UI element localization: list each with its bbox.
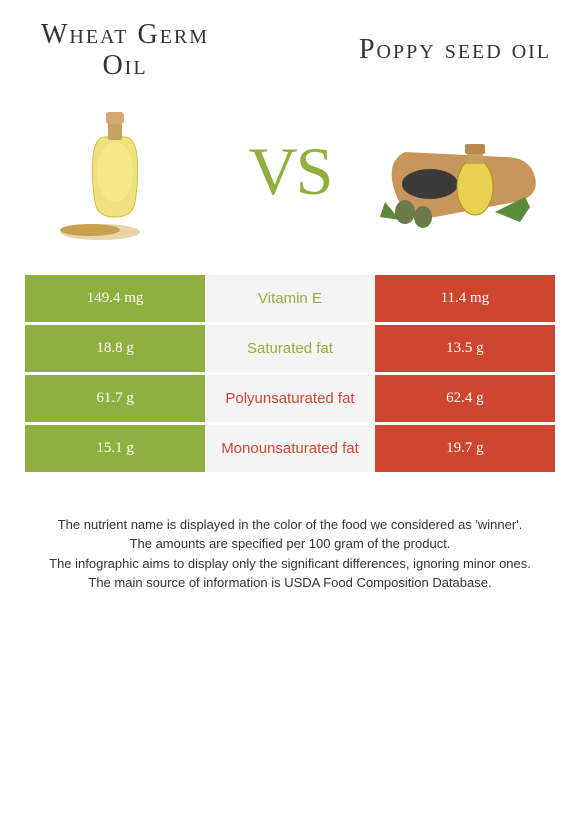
footer-line: The main source of information is USDA F… <box>40 573 540 593</box>
left-value: 18.8 g <box>25 325 205 372</box>
footer-notes: The nutrient name is displayed in the co… <box>25 515 555 593</box>
left-title: Wheat Germ Oil <box>25 20 225 82</box>
nutrient-name: Polyunsaturated fat <box>205 375 375 422</box>
right-value: 13.5 g <box>375 325 555 372</box>
table-row: 149.4 mgVitamin E11.4 mg <box>25 275 555 322</box>
header-row: Wheat Germ Oil Poppy seed oil <box>25 20 555 82</box>
infographic-container: Wheat Germ Oil Poppy seed oil VS <box>0 0 580 613</box>
right-food-image <box>375 97 545 247</box>
right-value: 11.4 mg <box>375 275 555 322</box>
comparison-table: 149.4 mgVitamin E11.4 mg18.8 gSaturated … <box>25 272 555 475</box>
table-row: 15.1 gMonounsaturated fat19.7 g <box>25 425 555 472</box>
left-value: 15.1 g <box>25 425 205 472</box>
right-title: Poppy seed oil <box>355 35 555 66</box>
right-value: 62.4 g <box>375 375 555 422</box>
right-value: 19.7 g <box>375 425 555 472</box>
footer-line: The nutrient name is displayed in the co… <box>40 515 540 535</box>
nutrient-name: Vitamin E <box>205 275 375 322</box>
images-row: VS <box>25 97 555 247</box>
nutrient-name: Saturated fat <box>205 325 375 372</box>
vs-label: VS <box>249 132 332 211</box>
table-row: 18.8 gSaturated fat13.5 g <box>25 325 555 372</box>
table-row: 61.7 gPolyunsaturated fat62.4 g <box>25 375 555 422</box>
nutrient-name: Monounsaturated fat <box>205 425 375 472</box>
footer-line: The amounts are specified per 100 gram o… <box>40 534 540 554</box>
left-value: 149.4 mg <box>25 275 205 322</box>
left-food-image <box>35 97 205 247</box>
left-value: 61.7 g <box>25 375 205 422</box>
footer-line: The infographic aims to display only the… <box>40 554 540 574</box>
